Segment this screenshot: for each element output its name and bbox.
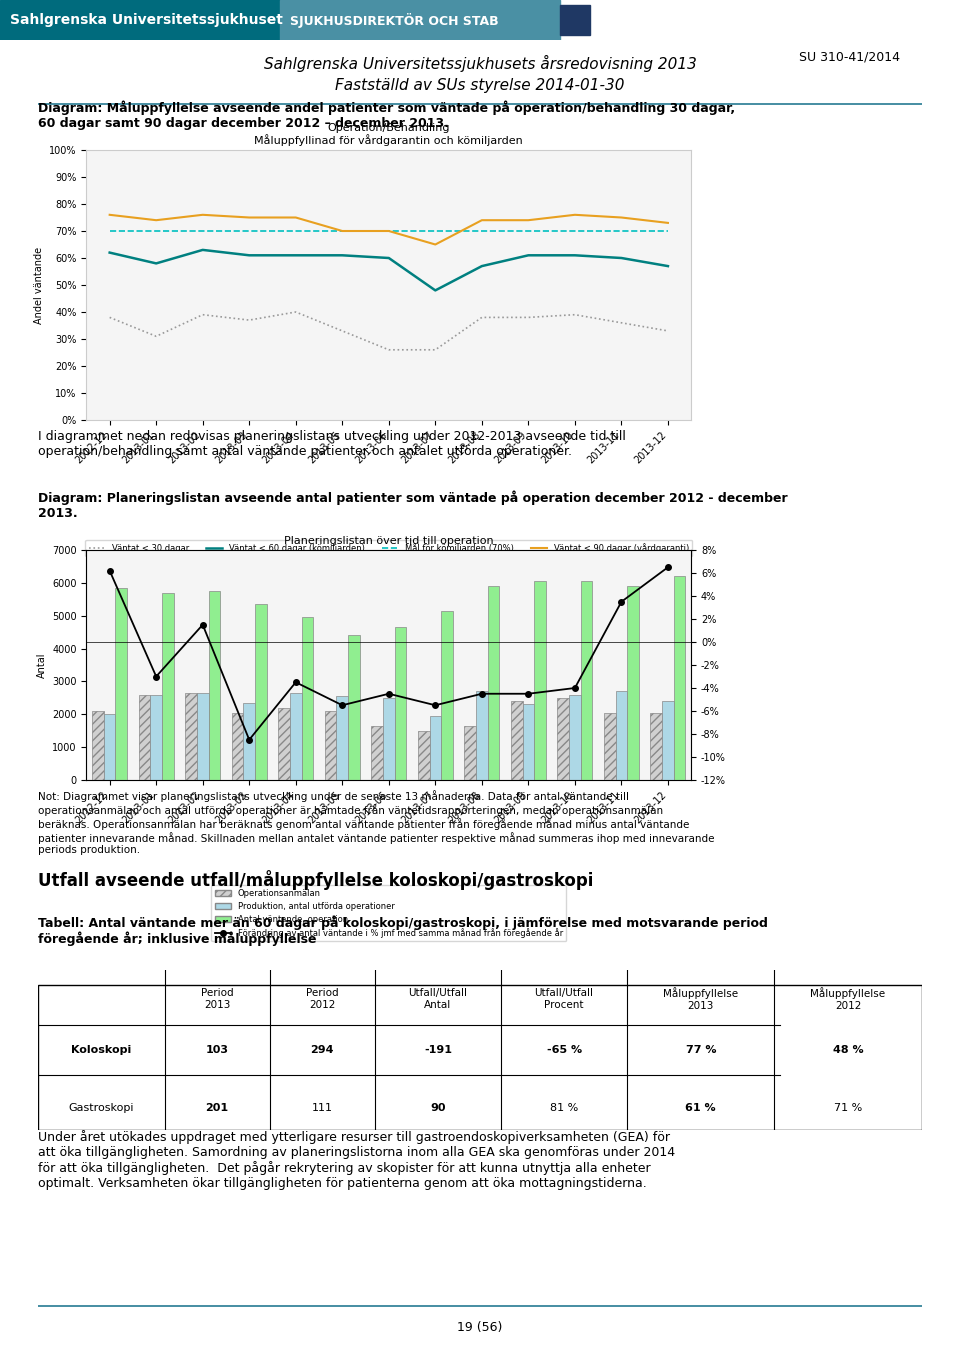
- Text: Diagram: Måluppfyllelse avseende andel patienter som väntade på operation/behand: Diagram: Måluppfyllelse avseende andel p…: [38, 100, 735, 129]
- Text: 103: 103: [205, 1045, 228, 1054]
- Bar: [476, 691, 488, 780]
- Bar: [336, 696, 348, 780]
- Text: SU 310-41/2014: SU 310-41/2014: [799, 50, 900, 62]
- Bar: [280, 0, 560, 39]
- Bar: [104, 714, 115, 780]
- Förändring av antal väntande i % jmf med samma månad från föregående år: [383, 685, 395, 702]
- Text: 61 %: 61 %: [685, 1103, 716, 1113]
- Bar: [560, 5, 590, 35]
- Text: 90: 90: [430, 1103, 445, 1113]
- Text: Gastroskopi: Gastroskopi: [69, 1103, 134, 1113]
- Bar: [662, 702, 674, 780]
- Text: Utfall avseende utfall/måluppfyllelse koloskopi/gastroskopi: Utfall avseende utfall/måluppfyllelse ko…: [38, 870, 594, 890]
- Title: Planeringslistan över tid till operation: Planeringslistan över tid till operation: [284, 536, 493, 547]
- Text: 81 %: 81 %: [550, 1103, 578, 1113]
- Bar: [372, 726, 383, 780]
- Bar: [418, 730, 429, 780]
- Text: I diagrammet nedan redovisas planeringslistans utveckling under 2012-2013 avseen: I diagrammet nedan redovisas planeringsl…: [38, 430, 626, 459]
- Bar: [651, 712, 662, 780]
- Förändring av antal väntande i % jmf med samma månad från föregående år: [476, 685, 488, 702]
- Förändring av antal väntande i % jmf med samma månad från föregående år: [522, 685, 534, 702]
- Text: 201: 201: [205, 1103, 228, 1113]
- Bar: [185, 693, 197, 780]
- Text: Under året utökades uppdraget med ytterligare resurser till gastroendoskopiverks: Under året utökades uppdraget med ytterl…: [38, 1130, 676, 1190]
- Bar: [522, 704, 534, 780]
- Text: Diagram: Planeringslistan avseende antal patienter som väntade på operation dece: Diagram: Planeringslistan avseende antal…: [38, 490, 788, 520]
- Bar: [383, 697, 395, 780]
- Text: 111: 111: [312, 1103, 333, 1113]
- Text: Fastställd av SUs styrelse 2014-01-30: Fastställd av SUs styrelse 2014-01-30: [335, 77, 625, 94]
- Line: Förändring av antal väntande i % jmf med samma månad från föregående år: Förändring av antal väntande i % jmf med…: [107, 565, 671, 742]
- Bar: [627, 586, 638, 780]
- Bar: [324, 711, 336, 780]
- Text: Måluppfyllelse
2013: Måluppfyllelse 2013: [663, 988, 738, 1011]
- Text: Koloskopi: Koloskopi: [71, 1045, 132, 1054]
- Bar: [615, 691, 627, 780]
- Y-axis label: Antal: Antal: [36, 653, 46, 677]
- Text: 71 %: 71 %: [834, 1103, 862, 1113]
- Bar: [465, 726, 476, 780]
- Förändring av antal väntande i % jmf med samma månad från föregående år: [429, 697, 441, 714]
- Bar: [581, 581, 592, 780]
- Text: -65 %: -65 %: [546, 1045, 582, 1054]
- Bar: [301, 617, 313, 780]
- Förändring av antal väntande i % jmf med samma månad från föregående år: [151, 669, 162, 685]
- Förändring av antal väntande i % jmf med samma månad från föregående år: [569, 680, 581, 696]
- Bar: [395, 627, 406, 780]
- Förändring av antal väntande i % jmf med samma månad från föregående år: [197, 616, 208, 632]
- Text: 294: 294: [310, 1045, 334, 1054]
- Legend: Operationsanmälan, Produktion, antal utförda operationer, Antal väntande, operat: Operationsanmälan, Produktion, antal utf…: [211, 885, 566, 942]
- Y-axis label: Andel väntande: Andel väntande: [34, 247, 43, 323]
- Förändring av antal väntande i % jmf med samma månad från föregående år: [290, 674, 301, 691]
- Text: Not: Diagrammet visar planeringslistans utveckling under de senaste 13 månaderna: Not: Diagrammet visar planeringslistans …: [38, 790, 715, 855]
- Bar: [115, 588, 127, 780]
- Bar: [604, 712, 615, 780]
- Bar: [92, 711, 104, 780]
- Legend: Väntat < 30 dagar, Väntat < 60 dagar (kömiljarden), Mål för kömiljarden (70%), V: Väntat < 30 dagar, Väntat < 60 dagar (kö…: [85, 540, 692, 556]
- Text: Sahlgrenska Universitetssjukhusets årsredovisning 2013: Sahlgrenska Universitetssjukhusets årsre…: [264, 56, 696, 72]
- Text: 77 %: 77 %: [685, 1045, 716, 1054]
- Text: -191: -191: [424, 1045, 452, 1054]
- Bar: [558, 697, 569, 780]
- Bar: [569, 695, 581, 780]
- Title: Operation/Behandling
Måluppfyllinad för vårdgarantin och kömiljarden: Operation/Behandling Måluppfyllinad för …: [254, 122, 523, 147]
- Bar: [511, 702, 522, 780]
- Text: SJUKHUSDIREKTÖR OCH STAB: SJUKHUSDIREKTÖR OCH STAB: [290, 12, 498, 27]
- Text: Tabell: Antal väntande mer än 60 dagar på koloskopi/gastroskopi, i jämförelse me: Tabell: Antal väntande mer än 60 dagar p…: [38, 915, 768, 946]
- Bar: [197, 693, 208, 780]
- Bar: [278, 708, 290, 780]
- Text: Period
2013: Period 2013: [201, 988, 233, 1010]
- Bar: [290, 693, 301, 780]
- Bar: [255, 604, 267, 780]
- Förändring av antal väntande i % jmf med samma månad från föregående år: [662, 559, 674, 575]
- Text: Period
2012: Period 2012: [306, 988, 339, 1010]
- Text: Måluppfyllelse
2012: Måluppfyllelse 2012: [810, 988, 885, 1011]
- Bar: [429, 716, 442, 780]
- Bar: [162, 593, 174, 780]
- Text: 19 (56): 19 (56): [457, 1320, 503, 1334]
- Bar: [442, 611, 453, 780]
- Text: Sahlgrenska Universitetssjukhuset: Sahlgrenska Universitetssjukhuset: [10, 14, 283, 27]
- Bar: [244, 703, 255, 780]
- Förändring av antal väntande i % jmf med samma månad från föregående år: [615, 593, 627, 609]
- Bar: [231, 712, 244, 780]
- Bar: [208, 592, 220, 780]
- Text: Utfall/Utfall
Antal: Utfall/Utfall Antal: [408, 988, 468, 1010]
- Förändring av antal väntande i % jmf med samma månad från föregående år: [244, 731, 255, 748]
- Bar: [348, 635, 360, 780]
- Text: 48 %: 48 %: [832, 1045, 863, 1054]
- Förändring av antal väntande i % jmf med samma månad från föregående år: [337, 697, 348, 714]
- Bar: [151, 695, 162, 780]
- Bar: [674, 577, 685, 780]
- Text: Utfall/Utfall
Procent: Utfall/Utfall Procent: [535, 988, 593, 1010]
- Bar: [534, 581, 546, 780]
- Bar: [0, 0, 280, 39]
- Bar: [139, 695, 151, 780]
- Förändring av antal väntande i % jmf med samma månad från föregående år: [104, 563, 115, 579]
- Bar: [488, 586, 499, 780]
